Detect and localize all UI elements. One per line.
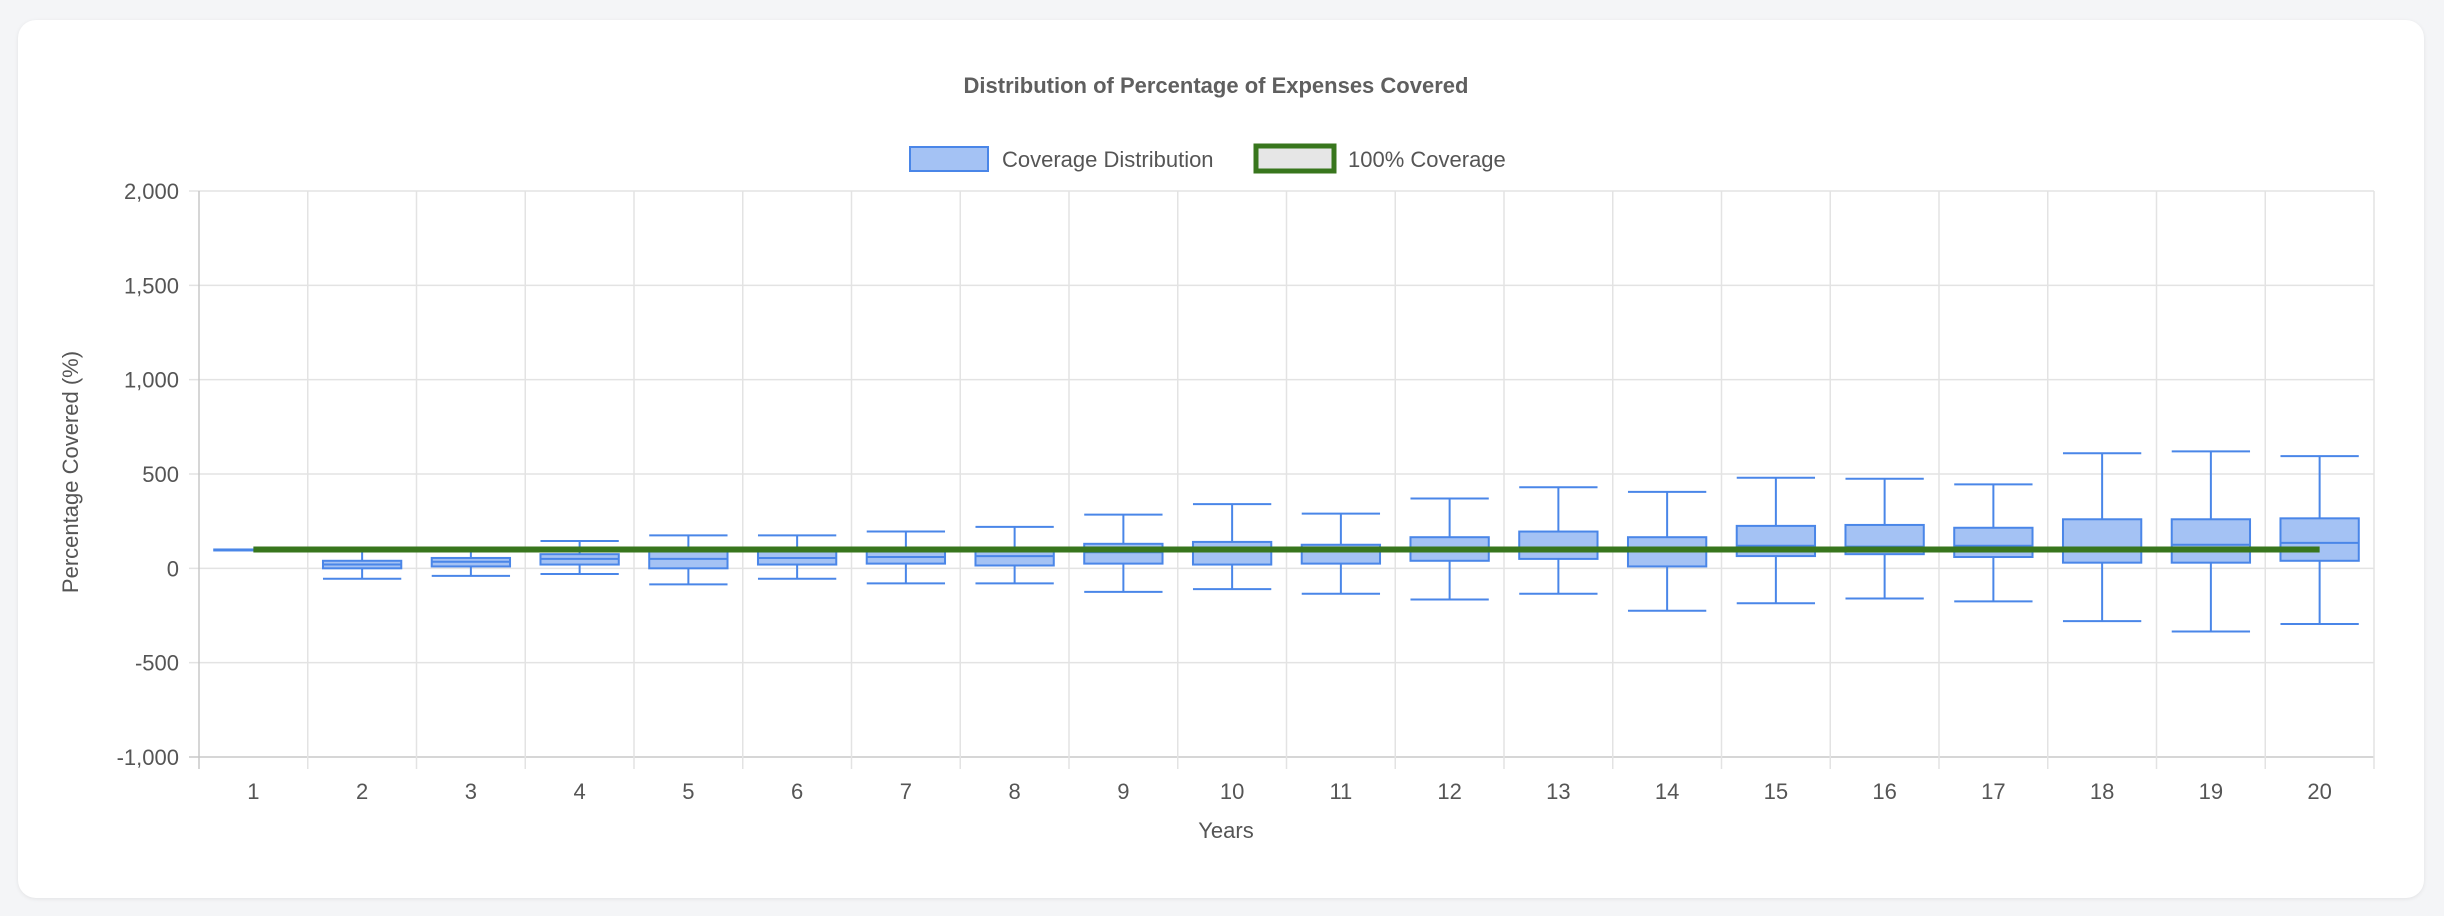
x-tick-label: 19	[2199, 779, 2223, 804]
box-5[interactable]	[648, 534, 729, 586]
box-2[interactable]	[321, 549, 403, 580]
y-tick-label: 1,000	[124, 368, 179, 393]
box-iqr	[2061, 518, 2143, 564]
legend-item-100-coverage[interactable]: 100% Coverage	[1253, 143, 1506, 174]
x-tick-label: 17	[1981, 779, 2005, 804]
x-axis-ticks: 1 2 3 4 5 6 7 8 9 10 11 12 13 14 15 16 17 18 19 20	[247, 779, 2332, 804]
box-19[interactable]	[2170, 450, 2252, 633]
x-tick-label: 15	[1764, 779, 1788, 804]
x-tick-label: 6	[791, 779, 803, 804]
y-tick-label: 0	[167, 556, 179, 581]
box-iqr	[2170, 518, 2252, 564]
legend-label-100-coverage: 100% Coverage	[1348, 147, 1506, 172]
legend-item-coverage-distribution[interactable]: Coverage Distribution	[909, 146, 1214, 172]
box-20[interactable]	[2279, 455, 2360, 625]
y-tick-label: 2,000	[124, 179, 179, 204]
x-tick-label: 1	[247, 779, 259, 804]
x-tick-label: 4	[574, 779, 586, 804]
x-tick-label: 11	[1329, 779, 1352, 804]
x-tick-label: 14	[1655, 779, 1679, 804]
box-17[interactable]	[1953, 483, 2034, 603]
box-16[interactable]	[1844, 477, 1925, 600]
box-iqr	[1191, 540, 1273, 566]
legend: Coverage Distribution 100% Coverage	[909, 143, 1506, 174]
x-tick-label: 20	[2307, 779, 2331, 804]
grid	[189, 190, 2375, 769]
box-8[interactable]	[974, 525, 1055, 585]
box-15[interactable]	[1735, 476, 1817, 605]
x-tick-label: 13	[1546, 779, 1570, 804]
box-6[interactable]	[756, 534, 838, 580]
y-axis-ticks: -1,000 -500 0 500 1,000 1,500 2,000	[117, 179, 179, 770]
box-13[interactable]	[1518, 486, 1599, 595]
box-iqr	[1953, 526, 2034, 559]
x-tick-label: 12	[1437, 779, 1461, 804]
y-axis-title: Percentage Covered (%)	[58, 351, 83, 593]
y-tick-label: -1,000	[117, 745, 179, 770]
box-iqr	[2279, 517, 2360, 562]
x-tick-label: 5	[682, 779, 694, 804]
box-9[interactable]	[1083, 513, 1164, 593]
legend-swatch-coverage-distribution	[909, 146, 989, 172]
box-iqr	[1518, 530, 1599, 560]
y-tick-label: -500	[135, 651, 179, 676]
legend-swatch-100-coverage	[1253, 143, 1337, 174]
legend-label-coverage-distribution: Coverage Distribution	[1002, 147, 1214, 172]
box-7[interactable]	[865, 530, 947, 585]
boxplot-chart: Distribution of Percentage of Expenses C…	[58, 73, 2375, 843]
y-tick-label: 1,500	[124, 273, 179, 298]
chart-title: Distribution of Percentage of Expenses C…	[964, 73, 1469, 98]
x-tick-label: 18	[2090, 779, 2114, 804]
x-tick-label: 2	[356, 779, 368, 804]
box-18[interactable]	[2061, 452, 2143, 623]
x-tick-label: 8	[1009, 779, 1021, 804]
x-tick-label: 3	[465, 779, 477, 804]
y-tick-label: 500	[142, 462, 179, 487]
box-11[interactable]	[1300, 512, 1382, 595]
x-axis-title: Years	[1198, 818, 1253, 843]
x-tick-label: 9	[1117, 779, 1129, 804]
x-tick-label: 10	[1220, 779, 1244, 804]
x-tick-label: 7	[900, 779, 912, 804]
x-tick-label: 16	[1872, 779, 1896, 804]
chart-card: Distribution of Percentage of Expenses C…	[18, 20, 2424, 898]
